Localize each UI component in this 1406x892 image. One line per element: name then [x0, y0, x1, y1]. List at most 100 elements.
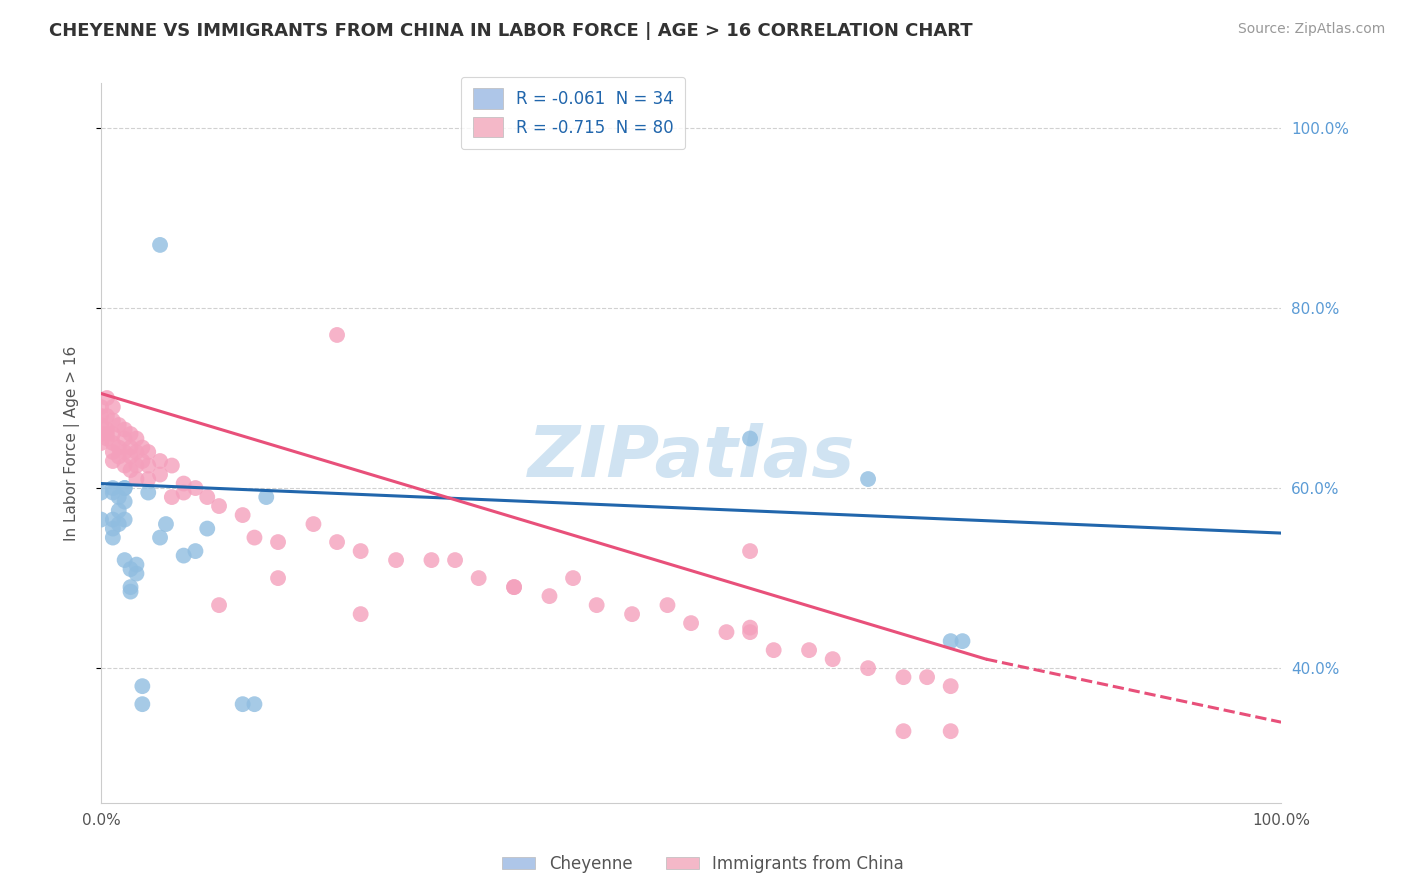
- Point: [149, 454, 172, 468]
- Point: [173, 549, 195, 563]
- Point: [90, 485, 112, 500]
- Point: [208, 598, 231, 612]
- Point: [738, 544, 761, 558]
- Point: [538, 589, 561, 603]
- Point: [562, 571, 585, 585]
- Point: [120, 580, 142, 594]
- Point: [120, 441, 142, 455]
- Point: [503, 580, 526, 594]
- Point: [101, 454, 124, 468]
- Point: [114, 553, 136, 567]
- Point: [232, 697, 254, 711]
- Point: [107, 441, 129, 455]
- Point: [96, 432, 118, 446]
- Point: [114, 512, 136, 526]
- Point: [716, 625, 738, 640]
- Point: [125, 472, 148, 486]
- Point: [101, 481, 124, 495]
- Point: [90, 427, 112, 442]
- Point: [101, 512, 124, 526]
- Point: [120, 562, 142, 576]
- Point: [125, 566, 148, 581]
- Point: [131, 679, 153, 693]
- Point: [267, 535, 290, 549]
- Point: [738, 625, 761, 640]
- Point: [155, 517, 177, 532]
- Point: [444, 553, 467, 567]
- Point: [173, 485, 195, 500]
- Point: [96, 409, 118, 423]
- Point: [738, 432, 761, 446]
- Text: ZIPatlas: ZIPatlas: [527, 423, 855, 492]
- Point: [90, 436, 112, 450]
- Point: [467, 571, 489, 585]
- Point: [232, 508, 254, 522]
- Point: [120, 427, 142, 442]
- Point: [893, 670, 915, 684]
- Text: CHEYENNE VS IMMIGRANTS FROM CHINA IN LABOR FORCE | AGE > 16 CORRELATION CHART: CHEYENNE VS IMMIGRANTS FROM CHINA IN LAB…: [49, 22, 973, 40]
- Point: [96, 427, 118, 442]
- Point: [114, 445, 136, 459]
- Point: [893, 724, 915, 739]
- Point: [101, 436, 124, 450]
- Point: [107, 450, 129, 464]
- Point: [90, 400, 112, 414]
- Point: [101, 445, 124, 459]
- Point: [131, 441, 153, 455]
- Legend: R = -0.061  N = 34, R = -0.715  N = 80: R = -0.061 N = 34, R = -0.715 N = 80: [461, 77, 685, 149]
- Point: [125, 558, 148, 572]
- Point: [326, 535, 349, 549]
- Point: [762, 643, 785, 657]
- Point: [136, 445, 159, 459]
- Point: [302, 517, 325, 532]
- Point: [621, 607, 644, 621]
- Point: [856, 472, 879, 486]
- Point: [114, 423, 136, 437]
- Point: [149, 467, 172, 482]
- Point: [120, 463, 142, 477]
- Point: [939, 724, 962, 739]
- Point: [136, 458, 159, 473]
- Point: [243, 697, 266, 711]
- Point: [952, 634, 974, 648]
- Point: [114, 432, 136, 446]
- Point: [939, 679, 962, 693]
- Point: [107, 503, 129, 517]
- Point: [101, 427, 124, 442]
- Point: [107, 417, 129, 432]
- Point: [915, 670, 938, 684]
- Point: [420, 553, 443, 567]
- Point: [107, 517, 129, 532]
- Point: [195, 490, 218, 504]
- Point: [350, 607, 373, 621]
- Point: [114, 458, 136, 473]
- Point: [101, 413, 124, 427]
- Point: [821, 652, 844, 666]
- Text: Source: ZipAtlas.com: Source: ZipAtlas.com: [1237, 22, 1385, 37]
- Point: [107, 490, 129, 504]
- Point: [267, 571, 290, 585]
- Point: [101, 400, 124, 414]
- Point: [856, 661, 879, 675]
- Point: [160, 458, 183, 473]
- Point: [657, 598, 679, 612]
- Point: [208, 499, 231, 513]
- Point: [385, 553, 408, 567]
- Point: [738, 621, 761, 635]
- Point: [184, 544, 207, 558]
- Point: [131, 454, 153, 468]
- Point: [160, 490, 183, 504]
- Point: [797, 643, 820, 657]
- Y-axis label: In Labor Force | Age > 16: In Labor Force | Age > 16: [65, 345, 80, 541]
- Point: [681, 616, 703, 631]
- Point: [136, 485, 159, 500]
- Point: [125, 445, 148, 459]
- Point: [101, 485, 124, 500]
- Point: [149, 531, 172, 545]
- Point: [125, 458, 148, 473]
- Point: [120, 450, 142, 464]
- Point: [195, 522, 218, 536]
- Point: [114, 481, 136, 495]
- Point: [173, 476, 195, 491]
- Point: [114, 481, 136, 495]
